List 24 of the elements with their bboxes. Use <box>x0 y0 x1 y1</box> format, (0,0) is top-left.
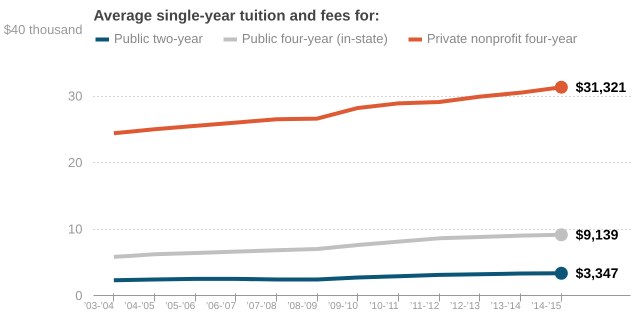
legend-label: Public two-year <box>114 31 203 46</box>
x-tick-label: ’11-’12 <box>410 301 440 312</box>
x-tick-label: ’05-’06 <box>165 301 196 312</box>
y-tick-label: 10 <box>68 222 83 236</box>
legend-label: Public four-year (in-state) <box>242 31 388 46</box>
x-tick-label: ’12-’13 <box>450 301 480 312</box>
annotation: $9,139 <box>576 226 619 243</box>
legend-label: Private nonprofit four-year <box>426 31 578 46</box>
x-tick-label: ’09-’10 <box>328 301 358 312</box>
chart-title: Average single-year tuition and fees for: <box>94 8 380 24</box>
x-tick-label: ’14-’15 <box>531 301 562 312</box>
y-tick-label: 20 <box>68 155 83 170</box>
x-tick-label: ’03-’04 <box>84 301 114 312</box>
annotation: $3,347 <box>576 265 619 282</box>
x-tick-label: ’04-’05 <box>124 301 155 312</box>
x-tick-label: ’10-’11 <box>369 301 400 312</box>
x-tick-label: ’06-’07 <box>206 301 236 312</box>
y-tick-label: 30 <box>68 88 83 104</box>
x-tick-label: ’13-’14 <box>490 301 522 312</box>
x-tick-label: ’08-’09 <box>287 301 318 312</box>
y-tick-label: 0 <box>75 288 83 303</box>
y-tick-label: $40 thousand <box>4 22 83 37</box>
annotation: $31,321 <box>576 79 626 96</box>
x-tick-label: ’07-’08 <box>246 301 278 312</box>
